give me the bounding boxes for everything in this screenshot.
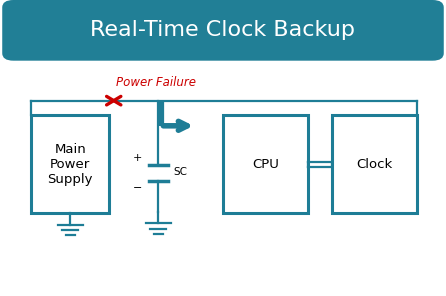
Text: −: − [132,183,142,193]
Text: Clock: Clock [356,158,393,171]
Text: +: + [132,153,142,163]
Text: CPU: CPU [252,158,279,171]
FancyBboxPatch shape [2,0,444,61]
Bar [332,115,417,213]
Bar [223,115,308,213]
Text: Real-Time Clock Backup: Real-Time Clock Backup [91,20,355,41]
Text: SC: SC [173,167,187,177]
Bar [31,115,109,213]
Text: Main
Power
Supply: Main Power Supply [47,143,93,186]
Text: Power Failure: Power Failure [116,76,196,89]
